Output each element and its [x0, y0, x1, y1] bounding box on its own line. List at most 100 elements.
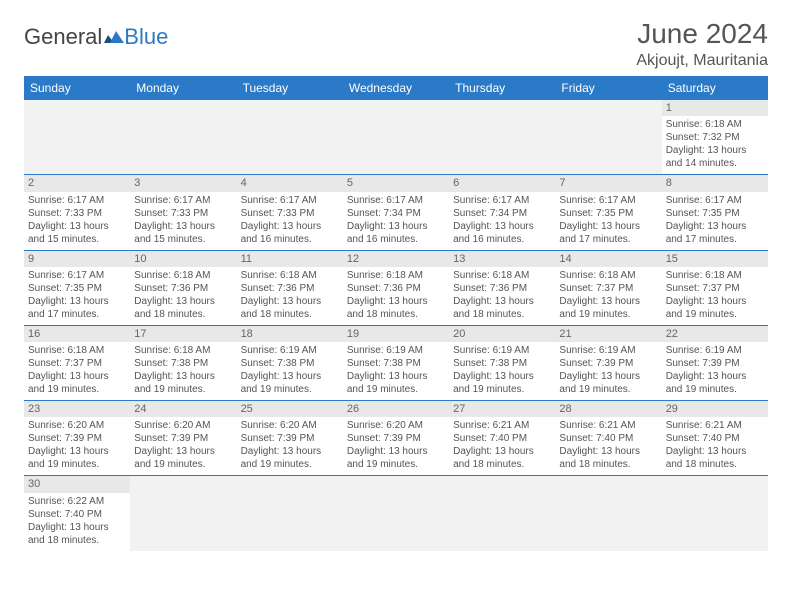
day-info: Sunrise: 6:17 AMSunset: 7:35 PMDaylight:…: [28, 269, 126, 321]
day-info: Sunrise: 6:21 AMSunset: 7:40 PMDaylight:…: [559, 419, 657, 471]
day-info: Sunrise: 6:18 AMSunset: 7:36 PMDaylight:…: [453, 269, 551, 321]
day-number: 19: [343, 326, 449, 342]
empty-cell: [555, 476, 661, 551]
day-cell: 18Sunrise: 6:19 AMSunset: 7:38 PMDayligh…: [237, 325, 343, 400]
flag-icon: [104, 25, 124, 39]
day-number: 24: [130, 401, 236, 417]
day-info: Sunrise: 6:17 AMSunset: 7:33 PMDaylight:…: [134, 194, 232, 246]
day-info: Sunrise: 6:18 AMSunset: 7:32 PMDaylight:…: [666, 118, 764, 170]
day-number-empty: [662, 476, 768, 492]
empty-cell: [343, 100, 449, 175]
day-number: 18: [237, 326, 343, 342]
day-cell: 30 Sunrise: 6:22 AMSunset: 7:40 PMDayligh…: [24, 476, 130, 551]
day-cell: 13 Sunrise: 6:18 AMSunset: 7:36 PMDayligh…: [449, 250, 555, 325]
logo-text-general: General: [24, 24, 102, 50]
day-cell: 12Sunrise: 6:18 AMSunset: 7:36 PMDayligh…: [343, 250, 449, 325]
day-info: Sunrise: 6:17 AMSunset: 7:33 PMDaylight:…: [241, 194, 339, 246]
day-number-empty: [130, 476, 236, 492]
weekday-header: Sunday: [24, 76, 130, 100]
day-number: 26: [343, 401, 449, 417]
day-number: 2: [24, 175, 130, 191]
day-number: 15: [662, 251, 768, 267]
day-number-empty: [237, 100, 343, 116]
day-number: 20: [449, 326, 555, 342]
weekday-header: Thursday: [449, 76, 555, 100]
day-number-empty: [343, 476, 449, 492]
calendar-row: 1 Sunrise: 6:18 AMSunset: 7:32 PMDaylight…: [24, 100, 768, 175]
day-number: 7: [555, 175, 661, 191]
day-number-empty: [449, 476, 555, 492]
calendar-row: 23Sunrise: 6:20 AMSunset: 7:39 PMDayligh…: [24, 401, 768, 476]
day-info: Sunrise: 6:22 AMSunset: 7:40 PMDaylight:…: [28, 495, 126, 547]
day-info: Sunrise: 6:18 AMSunset: 7:38 PMDaylight:…: [134, 344, 232, 396]
empty-cell: [130, 476, 236, 551]
day-number: 17: [130, 326, 236, 342]
day-cell: 29 Sunrise: 6:21 AMSunset: 7:40 PMDayligh…: [662, 401, 768, 476]
day-info: Sunrise: 6:20 AMSunset: 7:39 PMDaylight:…: [134, 419, 232, 471]
empty-cell: [237, 100, 343, 175]
day-info: Sunrise: 6:20 AMSunset: 7:39 PMDaylight:…: [241, 419, 339, 471]
header: General Blue June 2024 Akjoujt, Mauritan…: [24, 18, 768, 70]
day-cell: 26Sunrise: 6:20 AMSunset: 7:39 PMDayligh…: [343, 401, 449, 476]
day-cell: 11Sunrise: 6:18 AMSunset: 7:36 PMDayligh…: [237, 250, 343, 325]
day-number: 6: [449, 175, 555, 191]
day-info: Sunrise: 6:18 AMSunset: 7:36 PMDaylight:…: [134, 269, 232, 321]
day-cell: 5Sunrise: 6:17 AMSunset: 7:34 PMDaylight…: [343, 175, 449, 250]
day-number: 21: [555, 326, 661, 342]
day-number: 5: [343, 175, 449, 191]
day-cell: 10Sunrise: 6:18 AMSunset: 7:36 PMDayligh…: [130, 250, 236, 325]
logo: General Blue: [24, 18, 168, 50]
day-number: 25: [237, 401, 343, 417]
day-cell: 16Sunrise: 6:18 AMSunset: 7:37 PMDayligh…: [24, 325, 130, 400]
day-info: Sunrise: 6:17 AMSunset: 7:35 PMDaylight:…: [559, 194, 657, 246]
weekday-header: Tuesday: [237, 76, 343, 100]
day-cell: 21Sunrise: 6:19 AMSunset: 7:39 PMDayligh…: [555, 325, 661, 400]
day-cell: 27Sunrise: 6:21 AMSunset: 7:40 PMDayligh…: [449, 401, 555, 476]
day-cell: 22Sunrise: 6:19 AMSunset: 7:39 PMDayligh…: [662, 325, 768, 400]
day-cell: 17 Sunrise: 6:18 AMSunset: 7:38 PMDayligh…: [130, 325, 236, 400]
empty-cell: [343, 476, 449, 551]
day-cell: 4 Sunrise: 6:17 AMSunset: 7:33 PMDaylight…: [237, 175, 343, 250]
day-cell: 2Sunrise: 6:17 AMSunset: 7:33 PMDaylight…: [24, 175, 130, 250]
weekday-header: Friday: [555, 76, 661, 100]
day-number-empty: [555, 476, 661, 492]
day-cell: 7 Sunrise: 6:17 AMSunset: 7:35 PMDaylight…: [555, 175, 661, 250]
day-info: Sunrise: 6:17 AMSunset: 7:35 PMDaylight:…: [666, 194, 764, 246]
day-info: Sunrise: 6:19 AMSunset: 7:39 PMDaylight:…: [666, 344, 764, 396]
day-number: 4: [237, 175, 343, 191]
day-number: 12: [343, 251, 449, 267]
day-number: 9: [24, 251, 130, 267]
day-number: 28: [555, 401, 661, 417]
day-number-empty: [130, 100, 236, 116]
location: Akjoujt, Mauritania: [636, 52, 768, 70]
day-number-empty: [24, 100, 130, 116]
empty-cell: [449, 476, 555, 551]
day-cell: 3Sunrise: 6:17 AMSunset: 7:33 PMDaylight…: [130, 175, 236, 250]
day-cell: 19 Sunrise: 6:19 AMSunset: 7:38 PMDayligh…: [343, 325, 449, 400]
day-cell: 28 Sunrise: 6:21 AMSunset: 7:40 PMDayligh…: [555, 401, 661, 476]
weekday-header: Monday: [130, 76, 236, 100]
day-number: 13: [449, 251, 555, 267]
day-info: Sunrise: 6:21 AMSunset: 7:40 PMDaylight:…: [666, 419, 764, 471]
calendar-row: 30 Sunrise: 6:22 AMSunset: 7:40 PMDayligh…: [24, 476, 768, 551]
day-info: Sunrise: 6:19 AMSunset: 7:38 PMDaylight:…: [347, 344, 445, 396]
day-info: Sunrise: 6:18 AMSunset: 7:37 PMDaylight:…: [559, 269, 657, 321]
day-number: 1: [662, 100, 768, 116]
day-cell: 9 Sunrise: 6:17 AMSunset: 7:35 PMDaylight…: [24, 250, 130, 325]
day-cell: 14Sunrise: 6:18 AMSunset: 7:37 PMDayligh…: [555, 250, 661, 325]
calendar-row: 16Sunrise: 6:18 AMSunset: 7:37 PMDayligh…: [24, 325, 768, 400]
empty-cell: [237, 476, 343, 551]
weekday-header: Wednesday: [343, 76, 449, 100]
calendar-table: SundayMondayTuesdayWednesdayThursdayFrid…: [24, 76, 768, 551]
day-info: Sunrise: 6:18 AMSunset: 7:37 PMDaylight:…: [28, 344, 126, 396]
day-number-empty: [237, 476, 343, 492]
empty-cell: [130, 100, 236, 175]
day-info: Sunrise: 6:18 AMSunset: 7:36 PMDaylight:…: [241, 269, 339, 321]
month-title: June 2024: [636, 18, 768, 50]
day-number: 8: [662, 175, 768, 191]
logo-text-blue: Blue: [124, 24, 168, 50]
day-cell: 25 Sunrise: 6:20 AMSunset: 7:39 PMDayligh…: [237, 401, 343, 476]
day-number: 29: [662, 401, 768, 417]
calendar-row: 9 Sunrise: 6:17 AMSunset: 7:35 PMDaylight…: [24, 250, 768, 325]
day-number: 30: [24, 476, 130, 492]
